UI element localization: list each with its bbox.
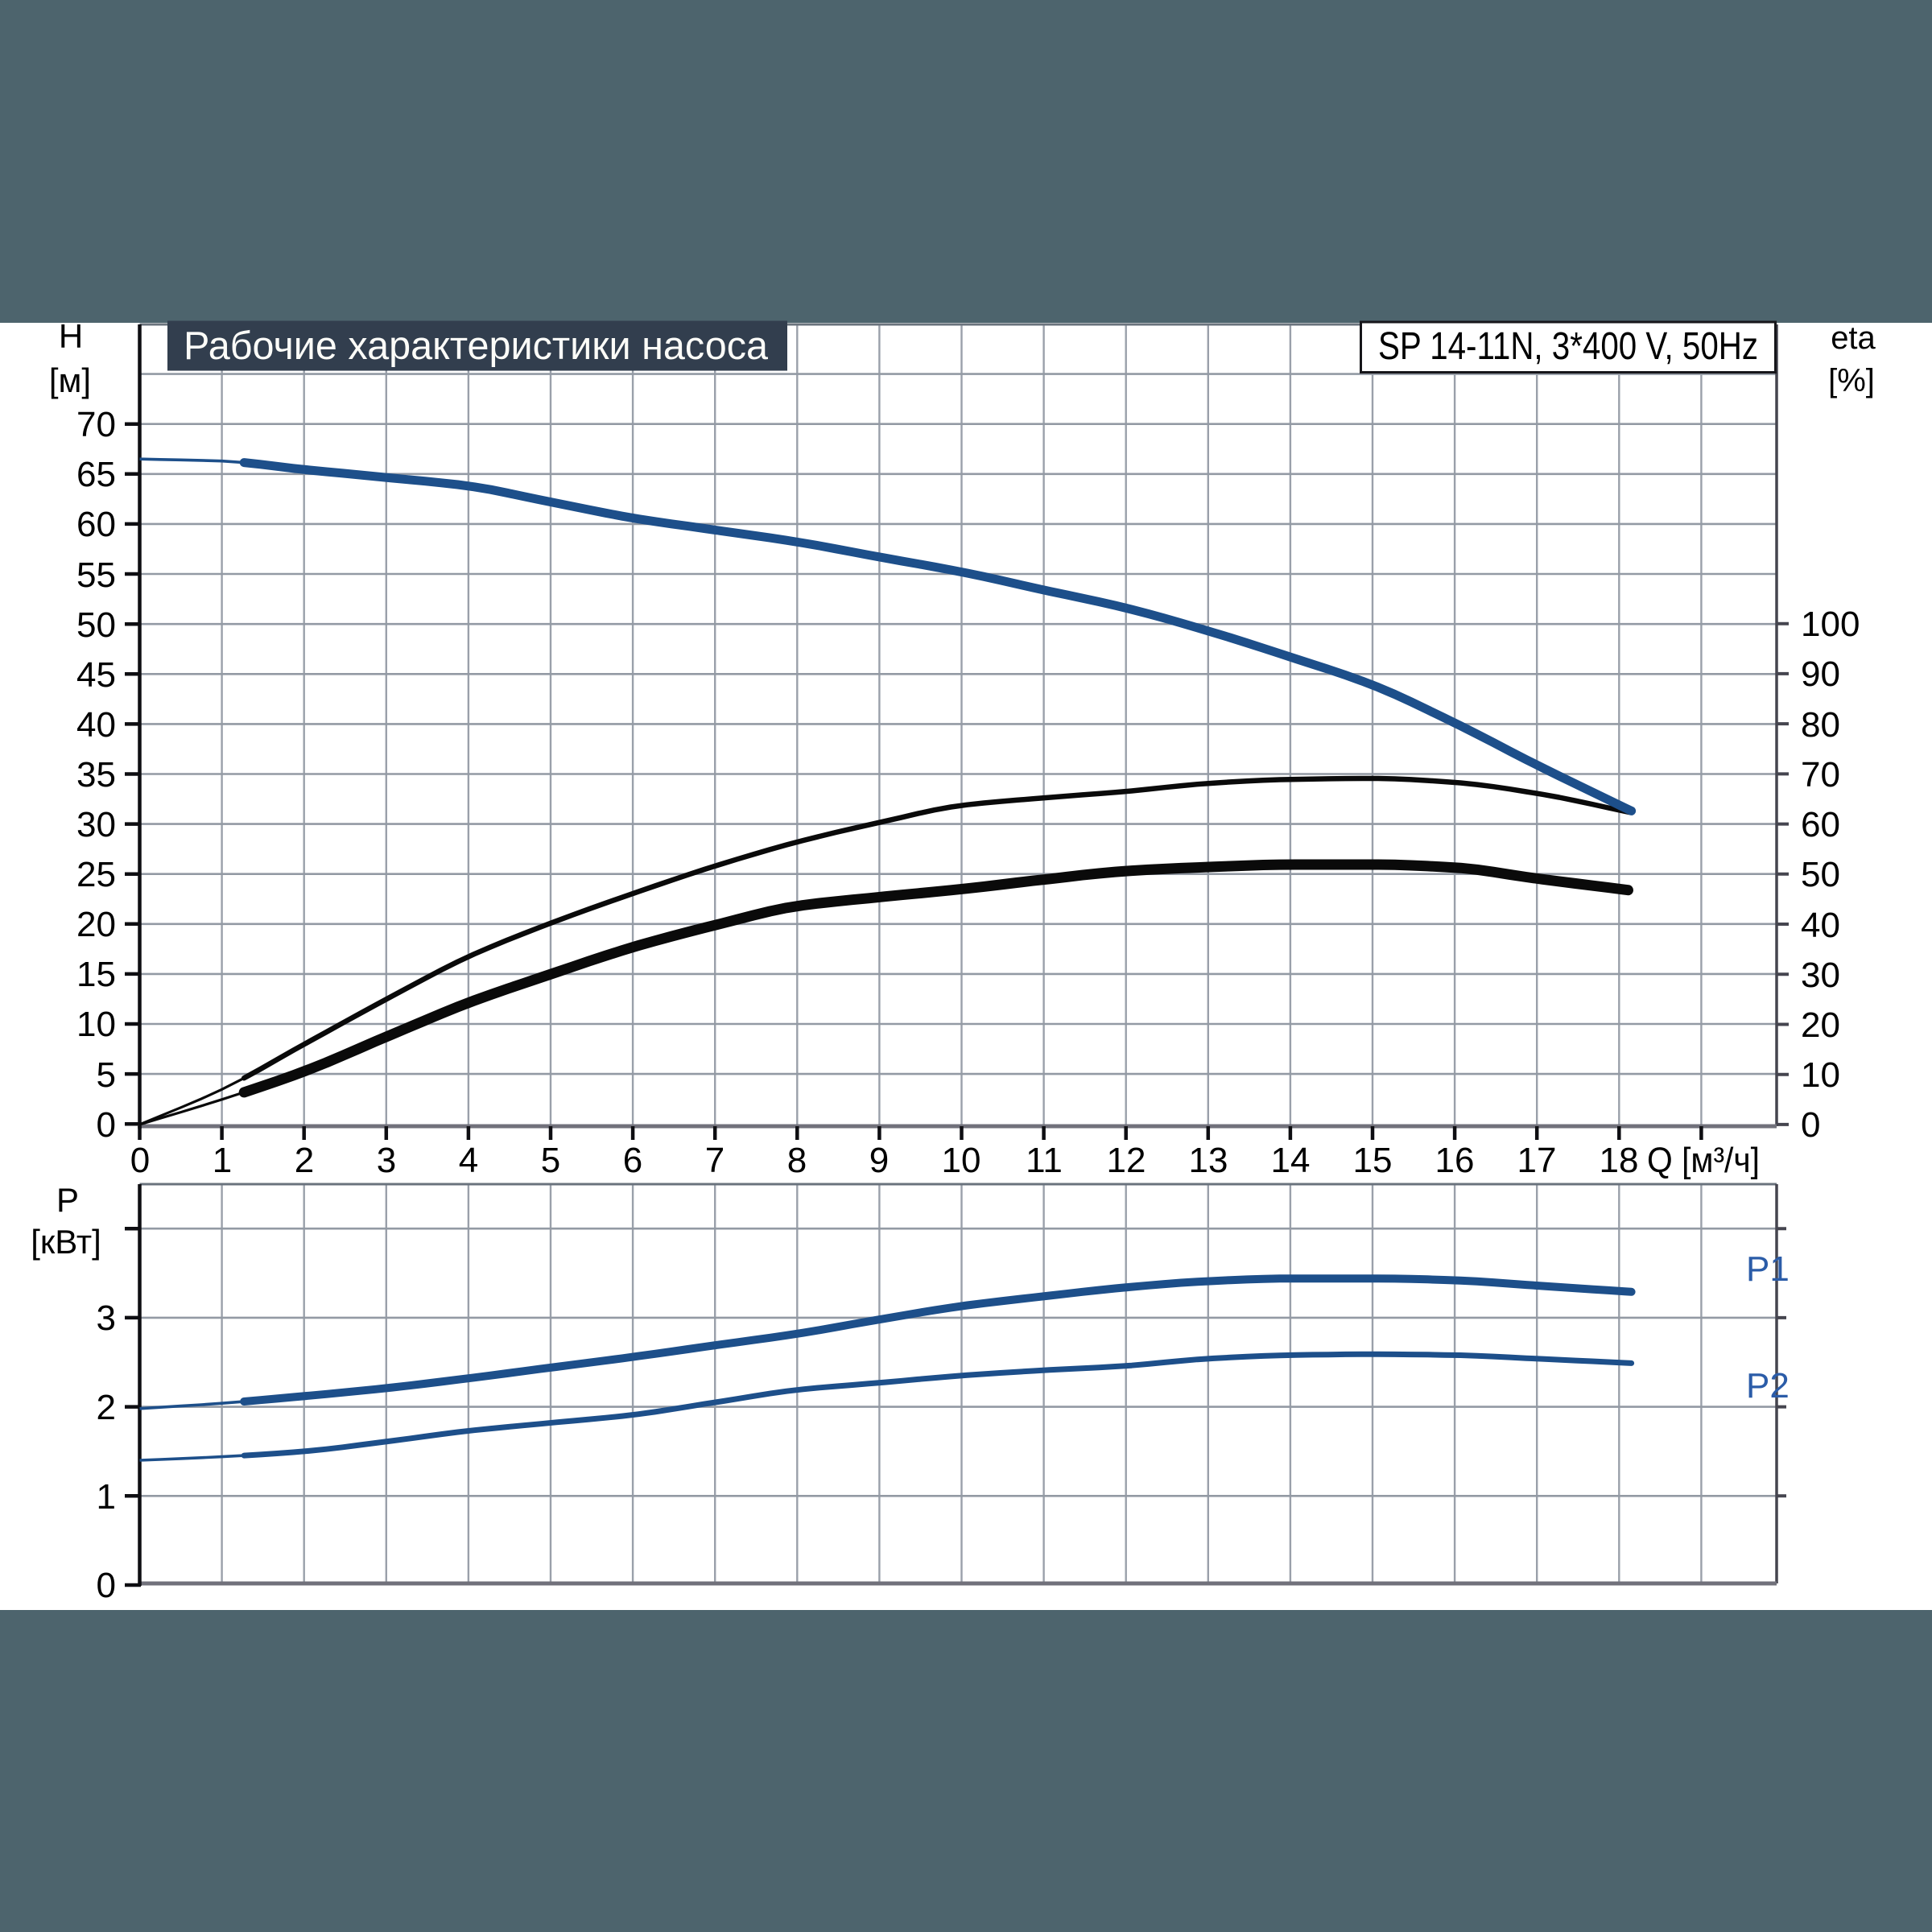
- svg-text:5: 5: [97, 1055, 116, 1095]
- svg-text:90: 90: [1801, 654, 1840, 694]
- svg-text:1: 1: [97, 1477, 116, 1517]
- svg-text:P: P: [56, 1181, 79, 1219]
- svg-text:4: 4: [459, 1141, 478, 1180]
- svg-text:16: 16: [1435, 1141, 1475, 1180]
- svg-text:11: 11: [1026, 1141, 1063, 1180]
- svg-text:[м]: [м]: [49, 361, 91, 399]
- svg-text:70: 70: [76, 405, 116, 444]
- svg-text:18: 18: [1600, 1141, 1639, 1180]
- svg-text:3: 3: [377, 1141, 396, 1180]
- svg-text:eta: eta: [1831, 320, 1876, 356]
- svg-text:9: 9: [869, 1141, 889, 1180]
- svg-text:Рабочие характеристики насоса: Рабочие характеристики насоса: [184, 324, 769, 368]
- svg-text:8: 8: [787, 1141, 807, 1180]
- svg-text:45: 45: [76, 655, 116, 695]
- svg-text:40: 40: [1801, 906, 1840, 945]
- svg-text:100: 100: [1801, 605, 1860, 644]
- svg-text:0: 0: [97, 1566, 116, 1605]
- svg-text:2: 2: [295, 1141, 314, 1180]
- svg-text:0: 0: [1801, 1105, 1820, 1145]
- svg-text:Q [м³/ч]: Q [м³/ч]: [1647, 1141, 1760, 1180]
- svg-text:10: 10: [76, 1005, 116, 1044]
- svg-text:15: 15: [76, 955, 116, 994]
- svg-text:65: 65: [76, 455, 116, 494]
- svg-text:20: 20: [76, 905, 116, 944]
- svg-text:H: H: [59, 317, 83, 355]
- svg-text:70: 70: [1801, 755, 1840, 795]
- svg-text:17: 17: [1517, 1141, 1557, 1180]
- svg-text:25: 25: [76, 855, 116, 894]
- svg-text:6: 6: [623, 1141, 642, 1180]
- svg-text:12: 12: [1107, 1141, 1146, 1180]
- svg-text:50: 50: [76, 605, 116, 645]
- svg-text:40: 40: [76, 705, 116, 745]
- svg-text:10: 10: [1801, 1055, 1840, 1095]
- svg-text:P2: P2: [1746, 1366, 1790, 1406]
- svg-text:30: 30: [76, 805, 116, 844]
- svg-text:5: 5: [541, 1141, 560, 1180]
- svg-text:35: 35: [76, 755, 116, 795]
- svg-text:7: 7: [705, 1141, 724, 1180]
- svg-text:10: 10: [942, 1141, 981, 1180]
- svg-text:80: 80: [1801, 705, 1840, 745]
- svg-text:55: 55: [76, 555, 116, 595]
- svg-text:60: 60: [1801, 805, 1840, 844]
- svg-text:14: 14: [1271, 1141, 1311, 1180]
- svg-text:50: 50: [1801, 855, 1840, 894]
- svg-text:13: 13: [1189, 1141, 1228, 1180]
- svg-text:0: 0: [130, 1141, 150, 1180]
- svg-text:3: 3: [97, 1298, 116, 1338]
- svg-text:[%]: [%]: [1828, 363, 1875, 398]
- svg-text:SP 14-11N, 3*400 V, 50Hz: SP 14-11N, 3*400 V, 50Hz: [1378, 325, 1758, 368]
- svg-text:0: 0: [97, 1105, 116, 1145]
- svg-text:[кВт]: [кВт]: [31, 1223, 101, 1261]
- svg-text:60: 60: [76, 505, 116, 544]
- svg-text:1: 1: [213, 1141, 232, 1180]
- svg-text:30: 30: [1801, 956, 1840, 995]
- svg-text:P1: P1: [1746, 1249, 1790, 1289]
- svg-text:15: 15: [1353, 1141, 1393, 1180]
- svg-text:2: 2: [97, 1388, 116, 1427]
- svg-text:20: 20: [1801, 1005, 1840, 1045]
